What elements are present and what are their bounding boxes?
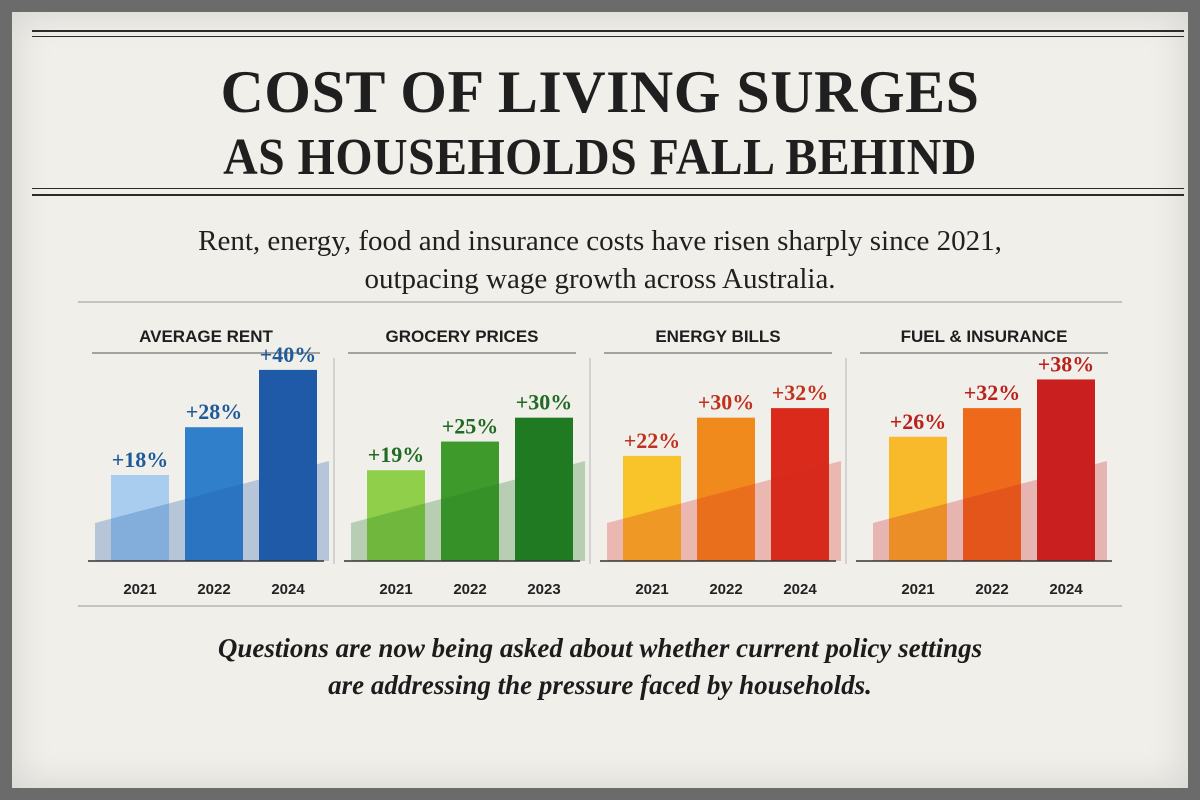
bar [963, 408, 1021, 561]
bar [185, 427, 243, 561]
category-tick-label: 2021 [635, 581, 668, 598]
panel-title: FUEL & INSURANCE [901, 327, 1068, 346]
category-tick-label: 2021 [123, 581, 156, 598]
trend-overlay [351, 461, 585, 561]
poster: COST OF LIVING SURGES AS HOUSEHOLDS FALL… [12, 12, 1188, 788]
bar [771, 408, 829, 561]
bar-value-label: +38% [1038, 351, 1095, 376]
bar-value-label: +26% [890, 409, 947, 434]
bar-value-label: +25% [442, 414, 499, 439]
category-tick-label: 2022 [197, 581, 230, 598]
category-tick-label: 2024 [271, 581, 305, 598]
panel-title: GROCERY PRICES [385, 327, 538, 346]
bar-value-label: +18% [112, 447, 169, 472]
bar [623, 455, 681, 561]
category-tick-label: 2022 [709, 581, 742, 598]
bar-value-label: +28% [186, 399, 243, 424]
category-tick-label: 2023 [527, 581, 560, 598]
bar-value-label: +19% [368, 442, 425, 467]
category-tick-label: 2022 [975, 581, 1008, 598]
category-tick-label: 2024 [783, 581, 817, 598]
bar-value-label: +32% [772, 380, 829, 405]
category-tick-label: 2022 [453, 581, 486, 598]
bar-value-label: +32% [964, 380, 1021, 405]
bar-value-label: +30% [698, 390, 755, 415]
footnote-line-1: Questions are now being asked about whet… [217, 633, 983, 663]
headline-line-1: COST OF LIVING SURGES [220, 59, 980, 125]
footnote-line-2: are addressing the pressure faced by hou… [328, 670, 872, 700]
trend-overlay [607, 461, 841, 561]
bar [889, 436, 947, 561]
category-tick-label: 2021 [901, 581, 934, 598]
bar [1037, 379, 1095, 561]
charts-panel: AVERAGE RENT +18% 2021 +28% 2022 +40% 2024 GROC… [78, 301, 1122, 607]
category-tick-label: 2024 [1049, 581, 1083, 598]
headline-rule-thin [32, 188, 1184, 189]
subtitle-line-1: Rent, energy, food and insurance costs h… [198, 225, 1002, 257]
bar-value-label: +22% [624, 428, 681, 453]
top-rule [32, 30, 1184, 32]
trend-overlay [95, 461, 329, 561]
bar [367, 470, 425, 561]
headline-line-2: AS HOUSEHOLDS FALL BEHIND [223, 129, 977, 186]
top-rule-thin [32, 36, 1184, 37]
bar [697, 417, 755, 561]
headline-rule [32, 194, 1184, 196]
category-tick-label: 2021 [379, 581, 412, 598]
bar [259, 369, 317, 561]
bar-value-label: +40% [260, 342, 317, 367]
trend-overlay [873, 461, 1107, 561]
bar [441, 441, 499, 561]
bar [111, 475, 169, 561]
bar [515, 417, 573, 561]
panel-title: ENERGY BILLS [655, 327, 780, 346]
subtitle: Rent, energy, food and insurance costs h… [122, 222, 1078, 298]
panel-title: AVERAGE RENT [139, 327, 273, 346]
footnote: Questions are now being asked about whet… [122, 630, 1078, 704]
bar-value-label: +30% [516, 390, 573, 415]
subtitle-line-2: outpacing wage growth across Australia. [364, 263, 836, 295]
